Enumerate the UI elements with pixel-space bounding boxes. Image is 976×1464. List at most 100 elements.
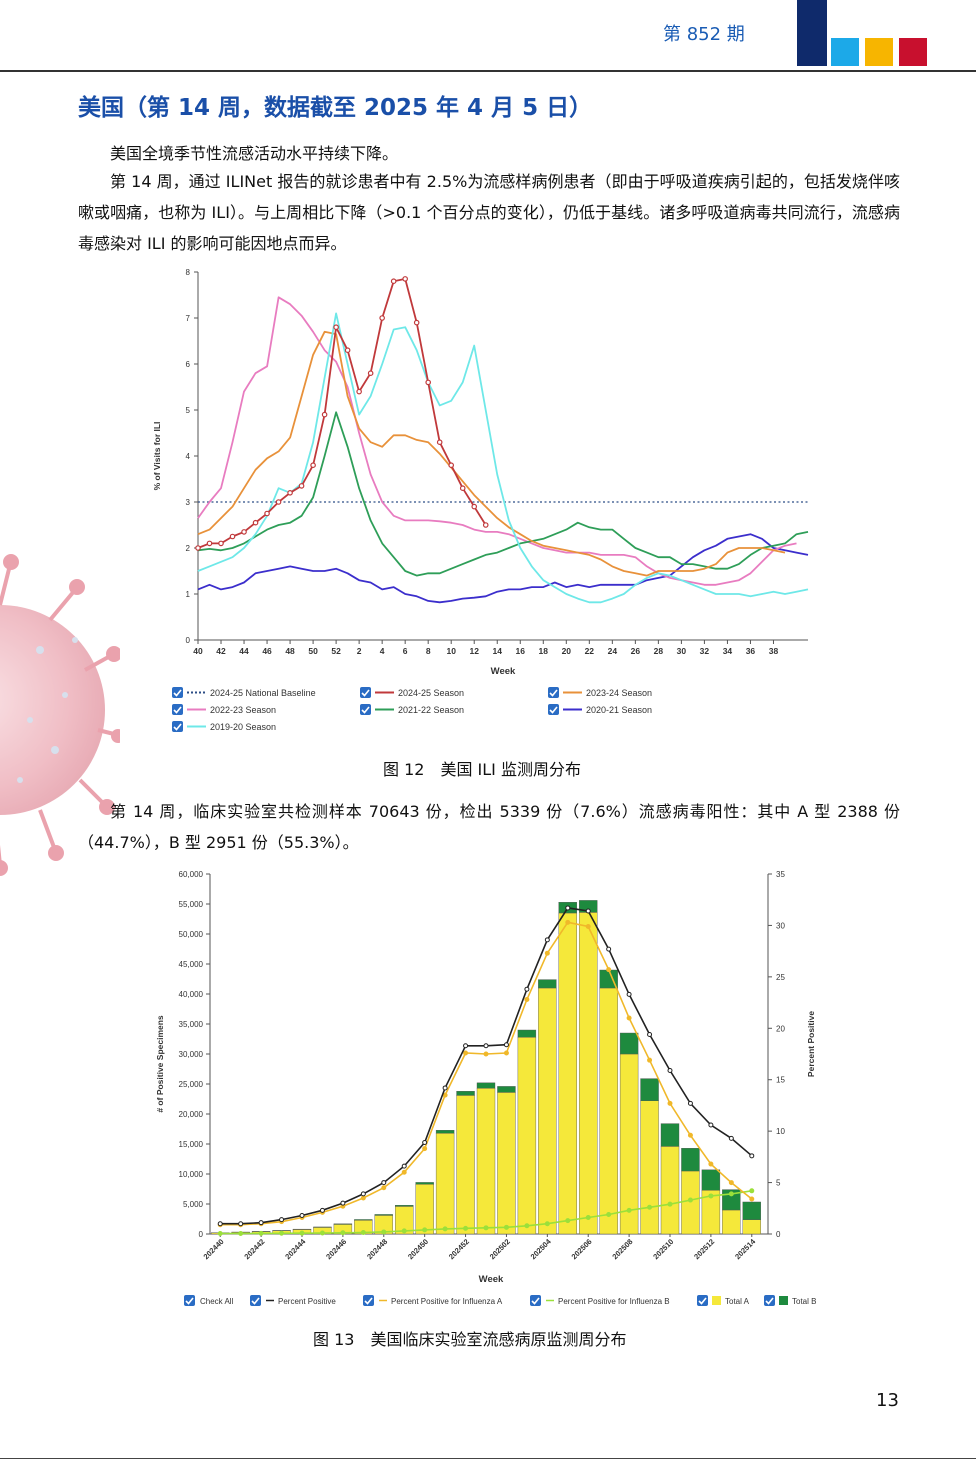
legend-checkbox[interactable] — [360, 704, 371, 715]
line-point — [544, 1221, 550, 1227]
x-tick-label: 202510 — [651, 1237, 675, 1261]
line-point — [728, 1180, 734, 1186]
line-point — [442, 1226, 448, 1232]
legend-swatch — [779, 1296, 788, 1305]
legend-swatch — [712, 1296, 721, 1305]
bar-total-b — [395, 1205, 414, 1207]
series-point — [436, 439, 443, 446]
brand-square-yellow — [865, 38, 893, 66]
figure-13-caption: 图 13 美国临床实验室流感病原监测周分布 — [313, 1330, 627, 1349]
check-icon — [531, 1297, 540, 1305]
bar-total-b — [517, 1029, 537, 1038]
line-point — [687, 1100, 693, 1106]
bar-total-a — [599, 987, 618, 1235]
ili-series-lines — [195, 276, 809, 604]
legend-checkbox[interactable] — [548, 704, 559, 715]
line-point — [299, 1230, 305, 1236]
x-tick-label: 42 — [216, 646, 226, 656]
line-point — [503, 1224, 509, 1230]
y-tick-label: 7 — [186, 314, 191, 323]
series-point — [321, 411, 328, 418]
series-point — [448, 462, 455, 469]
series-point — [459, 485, 466, 492]
check-icon — [185, 1297, 194, 1305]
x-tick-label: 52 — [331, 646, 341, 656]
legend-checkbox[interactable] — [250, 1295, 261, 1306]
x-tick-label: 202444 — [283, 1236, 308, 1261]
lab-legend: Check All Percent Positive Percent Positiv… — [184, 1295, 816, 1306]
series-point — [367, 370, 374, 377]
series-point — [310, 462, 316, 469]
legend-checkbox[interactable] — [530, 1295, 541, 1306]
legend-checkbox[interactable] — [172, 704, 183, 715]
y-axis-title-right: Percent Positive — [806, 1011, 816, 1077]
line-point — [381, 1229, 387, 1235]
legend-checkbox[interactable] — [172, 687, 183, 698]
series-point — [298, 483, 305, 489]
y-tick-label: 6 — [186, 360, 191, 369]
line-point — [442, 1085, 448, 1091]
y-tick-label: 50,000 — [179, 930, 204, 939]
series-line-2021-22-season — [197, 411, 809, 577]
series-line-2023-24-season — [197, 330, 786, 577]
legend-checkbox[interactable] — [548, 687, 559, 698]
x-tick-label: 8 — [426, 646, 431, 656]
line-point — [258, 1220, 264, 1226]
figure-12-caption: 图 12 美国 ILI 监测周分布 — [383, 760, 581, 779]
line-point — [565, 919, 571, 925]
legend-label: Percent Positive — [278, 1297, 336, 1306]
x-tick-label: 202448 — [365, 1237, 389, 1261]
y-tick-label-right: 20 — [776, 1024, 785, 1033]
line-point — [647, 1057, 653, 1063]
legend-checkbox[interactable] — [360, 687, 371, 698]
x-tick-label: 40 — [193, 646, 203, 656]
series-point — [425, 379, 431, 386]
legend-checkbox[interactable] — [363, 1295, 374, 1306]
legend-checkbox[interactable] — [184, 1295, 195, 1306]
check-icon — [361, 706, 370, 714]
series-point — [333, 324, 339, 331]
line-point — [279, 1230, 285, 1236]
footer-rule — [0, 1458, 976, 1459]
series-point — [390, 278, 397, 285]
series-point — [356, 388, 362, 395]
paragraph-2: 第 14 周，通过 ILINet 报告的就诊患者中有 2.5%为流感样病例患者（… — [78, 166, 900, 259]
legend-label: Check All — [200, 1297, 234, 1306]
page-number: 13 — [876, 1390, 899, 1411]
legend-label: 2024-25 Season — [398, 688, 464, 698]
line-point — [340, 1200, 346, 1206]
x-tick-label: 22 — [585, 646, 595, 656]
y-tick-label: 1 — [186, 590, 191, 599]
series-point — [471, 503, 478, 510]
y-tick-label: 60,000 — [179, 870, 204, 879]
x-tick-label: 34 — [723, 646, 733, 656]
paragraph-3: 第 14 周，临床实验室共检测样本 70643 份，检出 5339 份（7.6%… — [78, 796, 900, 858]
y-tick-label-right: 30 — [776, 921, 785, 930]
check-icon — [698, 1297, 707, 1305]
line-point — [463, 1225, 469, 1231]
line-point — [687, 1132, 693, 1138]
line-point — [749, 1188, 755, 1194]
paragraph-1-text: 美国全境季节性流感活动水平持续下降。 — [110, 144, 399, 163]
series-point — [402, 276, 408, 282]
line-point — [708, 1161, 714, 1167]
line-point — [585, 923, 591, 929]
paragraph-2-text: 第 14 周，通过 ILINet 报告的就诊患者中有 2.5%为流感样病例患者（… — [78, 172, 900, 253]
bar-total-a — [722, 1209, 741, 1235]
series-point — [482, 522, 489, 528]
brand-block-navy — [797, 0, 827, 66]
line-point — [524, 996, 530, 1002]
series-point — [218, 540, 224, 547]
y-tick-label-right: 25 — [776, 973, 785, 982]
x-tick-label: 202514 — [733, 1236, 758, 1261]
legend-checkbox[interactable] — [172, 721, 183, 732]
bar-total-a — [476, 1087, 496, 1235]
ili-legend: 2024-25 National Baseline 2024-25 Season 2… — [172, 687, 652, 732]
legend-checkbox[interactable] — [764, 1295, 775, 1306]
line-point — [238, 1230, 244, 1236]
line-point — [585, 1215, 591, 1221]
legend-checkbox[interactable] — [697, 1295, 708, 1306]
legend-label: 2024-25 National Baseline — [210, 688, 316, 698]
line-point — [647, 1204, 653, 1210]
line-point — [258, 1230, 264, 1236]
